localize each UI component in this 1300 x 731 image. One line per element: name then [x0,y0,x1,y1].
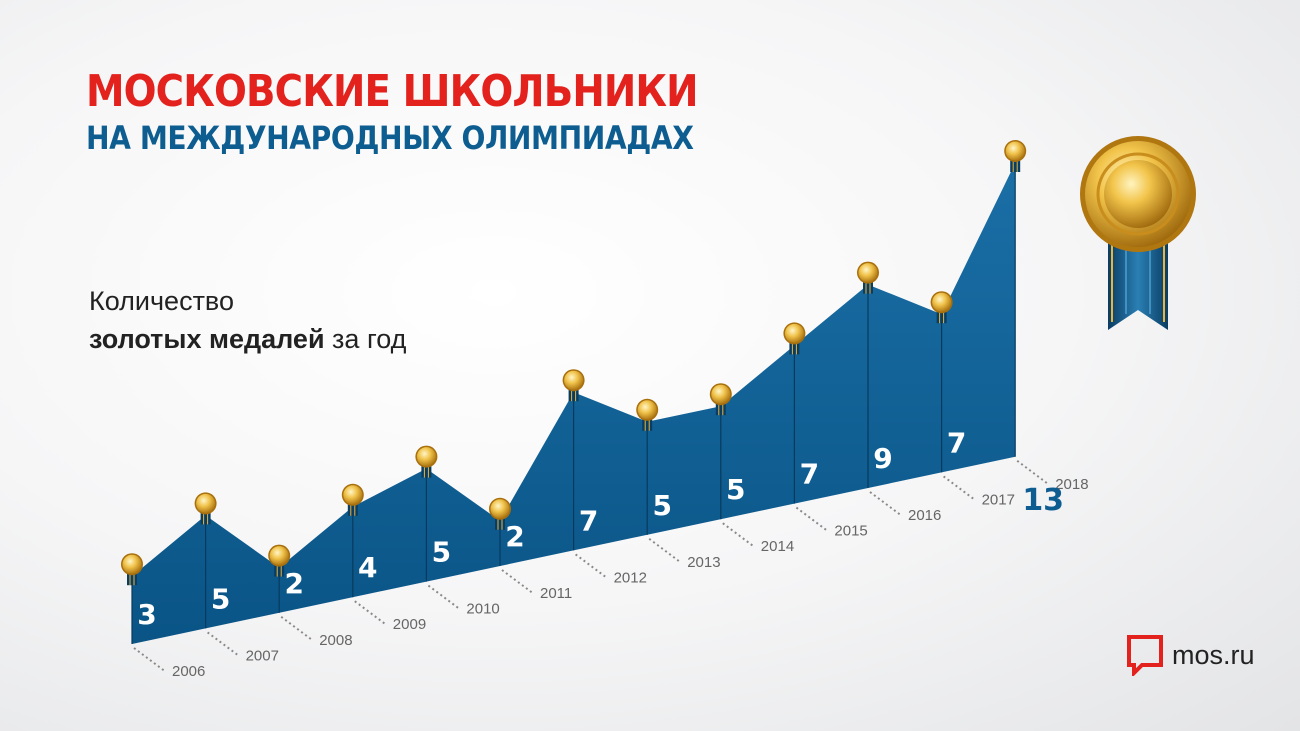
tick-leader [795,506,830,533]
data-label: 5 [726,473,745,506]
chart-title: МОСКОВСКИЕ ШКОЛЬНИКИ НА МЕЖДУНАРОДНЫХ ОЛ… [86,66,781,158]
x-tick-label: 2013 [687,554,720,571]
data-label: 7 [800,458,819,491]
gold-medal-icon [562,369,585,402]
x-tick-label: 2018 [1055,476,1088,493]
x-tick-label: 2008 [319,632,352,649]
tick-leader [574,553,609,580]
subtitle-bold: золотых медалей [89,324,325,354]
x-tick-label: 2006 [172,663,205,680]
gold-medal-icon [415,445,438,478]
data-label: 13 [1022,483,1064,518]
logo-text: mos.ru [1172,639,1255,670]
tick-leader [501,569,535,595]
tick-leader [427,584,461,611]
x-tick-label: 2009 [393,616,426,633]
gold-medal-icon [1080,136,1196,330]
data-label: 7 [579,504,598,537]
gold-medal-icon [341,483,364,516]
speech-bubble-icon [1127,635,1163,676]
gold-medal-icon [194,492,217,525]
x-tick-label: 2012 [614,569,647,586]
x-tick-label: 2016 [908,507,941,524]
gold-medal-icon [857,261,879,294]
x-tick-label: 2010 [466,601,499,618]
mos-ru-logo[interactable]: mos.ru [1126,634,1255,676]
subtitle-rest: за год [324,324,407,354]
data-label: 5 [432,536,451,569]
data-label: 3 [137,598,156,631]
gold-medal-icon [783,322,806,355]
x-tick-label: 2011 [540,585,572,602]
data-label: 5 [652,489,671,522]
tick-leader [942,475,977,502]
x-tick-label: 2014 [761,538,794,555]
tick-leader [869,491,903,517]
gold-medal-icon [930,291,953,324]
subtitle-line-2: золотых медалей за год [89,320,406,358]
gold-medal-icon [268,544,291,577]
title-line-2: НА МЕЖДУНАРОДНЫХ ОЛИМПИАДАХ [86,119,694,157]
data-label: 4 [358,551,377,584]
data-label: 9 [873,442,892,475]
data-label: 5 [211,582,230,615]
chart-subtitle: Количество золотых медалей за год [89,282,406,358]
tick-leader [133,647,167,673]
gold-medal-icon [636,398,659,431]
tick-leader [1016,459,1050,486]
tick-leader [722,522,756,549]
tick-leader [280,615,314,642]
tick-leader [207,631,241,658]
gold-medal-icon [121,553,143,586]
data-label: 7 [947,426,966,459]
data-label: 2 [505,520,524,553]
x-tick-label: 2015 [834,523,867,540]
x-tick-label: 2007 [246,647,279,664]
gold-medal-icon [489,497,511,530]
gold-medal-icon [1004,140,1027,172]
subtitle-line-1: Количество [89,286,234,316]
tick-leader [354,600,388,627]
tick-leader [648,537,682,564]
x-tick-label: 2017 [982,491,1015,508]
gold-medal-icon [709,383,732,416]
data-label: 2 [284,567,303,600]
title-line-1: МОСКОВСКИЕ ШКОЛЬНИКИ [86,66,699,117]
